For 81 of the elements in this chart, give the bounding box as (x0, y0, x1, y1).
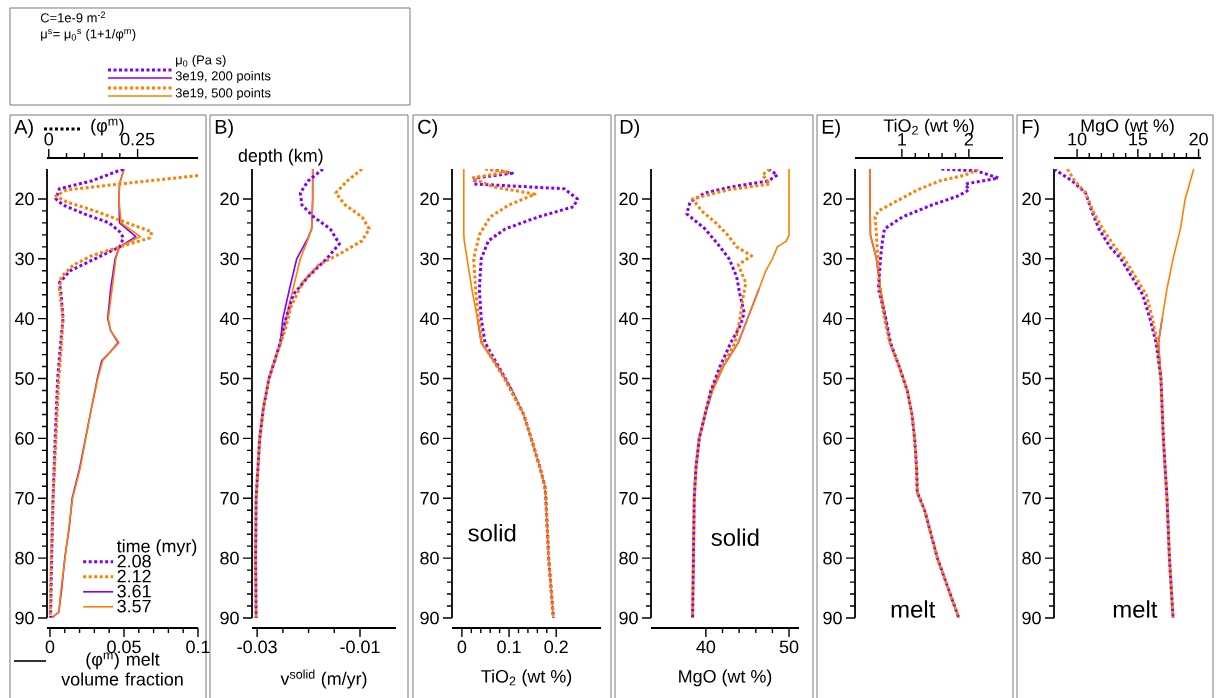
y-tick-label: 40 (1021, 312, 1041, 326)
y-tick-label: 50 (823, 372, 842, 385)
y-tick-label: 40 (419, 312, 439, 326)
y-tick-label: 20 (220, 192, 239, 206)
y-tick-label: 70 (823, 491, 842, 505)
y-tick-label: 90 (823, 611, 842, 625)
y-tick-label: 70 (220, 491, 239, 505)
x-tick-label: 0 (45, 640, 55, 654)
annotation: solid (711, 528, 759, 546)
x-tick-label: 0.1 (497, 640, 521, 654)
text: 3e19, 500 points (175, 87, 271, 101)
y-tick-label: 80 (15, 551, 34, 565)
y-tick-label: 50 (420, 372, 439, 385)
y-tick-label: 30 (15, 252, 34, 266)
text: 3e19, 200 points (175, 70, 271, 84)
y-tick-label: 70 (619, 491, 638, 505)
y-tick-label: 50 (15, 372, 34, 385)
y-tick-label: 30 (823, 252, 842, 266)
y-tick-label: 70 (420, 491, 439, 505)
legend-label: 3.61 (117, 584, 151, 598)
x-tick-label: -0.03 (237, 640, 277, 654)
y-tick-label: 60 (823, 432, 842, 445)
y-tick-label: 50 (619, 372, 638, 385)
chart-title: B) (215, 119, 233, 138)
text: C=1e-9 m$^{-2}$ (40, 11, 106, 23)
y-tick-label: 20 (420, 192, 439, 206)
chart-title: D) (620, 119, 639, 138)
x-tick-label: 50 (779, 640, 799, 654)
chart-title: C) (418, 119, 437, 138)
legend-label: 2.12 (117, 569, 151, 583)
y-tick-label: 40 (822, 312, 842, 326)
y-tick-label: 90 (420, 611, 439, 625)
chart-title: A) (14, 119, 33, 138)
y-tick-label: 60 (220, 432, 239, 445)
text: μ$_{0}$ (Pa s) (176, 54, 226, 68)
y-tick-label: 80 (220, 551, 239, 565)
y-tick-label: 80 (420, 551, 439, 565)
annotation: melt (1113, 600, 1158, 618)
y-tick-label: 20 (823, 192, 842, 206)
x-tick-label: 40 (696, 640, 716, 654)
y-axis-title: depth (km) (238, 148, 323, 166)
x-axis-title: MgO (wt %) (679, 669, 772, 687)
chart-title: E) (822, 119, 840, 138)
x-tick-label: -0.01 (340, 640, 380, 654)
y-tick-label: 30 (420, 252, 439, 266)
y-tick-label: 70 (15, 491, 34, 505)
y-tick-label: 90 (619, 611, 638, 625)
x-tick-label: 20 (1189, 132, 1208, 146)
y-tick-label: 20 (15, 192, 34, 206)
y-tick-label: 20 (1022, 192, 1041, 206)
x-tick-label: 0.1 (186, 640, 210, 654)
y-tick-label: 50 (220, 372, 239, 385)
y-tick-label: 30 (220, 252, 239, 266)
y-tick-label: 90 (220, 611, 239, 625)
text: μ$^{s}$= μ$_{0}$$^{s}$ (1+1/φ$^{m}$) (41, 28, 136, 42)
y-tick-label: 60 (1022, 432, 1041, 445)
y-tick-label: 30 (1022, 252, 1041, 266)
x-axis-title: TiO$_{2}$ (wt %) (481, 669, 572, 687)
x-axis-title: v$^{solid}$ (m/yr) (280, 669, 367, 689)
y-tick-label: 20 (619, 192, 638, 206)
y-tick-label: 40 (618, 312, 638, 326)
y-tick-label: 60 (619, 432, 638, 445)
y-tick-label: 90 (15, 611, 34, 625)
x-tick-label: 0.2 (544, 640, 568, 654)
y-tick-label: 30 (619, 252, 638, 266)
y-tick-label: 80 (1022, 551, 1041, 565)
y-tick-label: 60 (420, 432, 439, 445)
y-tick-label: 40 (219, 312, 239, 326)
annotation: solid (468, 523, 516, 542)
legend-label: 3.57 (117, 599, 151, 613)
y-tick-label: 80 (823, 551, 842, 565)
y-tick-label: 70 (1022, 491, 1041, 505)
y-tick-label: 60 (15, 432, 34, 445)
chart-title: F) (1022, 119, 1039, 138)
x-tick-label: 0 (457, 640, 467, 654)
annotation: melt (891, 600, 936, 618)
x-tick-label: 0.05 (107, 640, 141, 654)
y-tick-label: 40 (14, 312, 34, 326)
y-tick-label: 90 (1022, 611, 1041, 625)
y-tick-label: 50 (1022, 372, 1041, 385)
y-tick-label: 80 (619, 551, 638, 565)
